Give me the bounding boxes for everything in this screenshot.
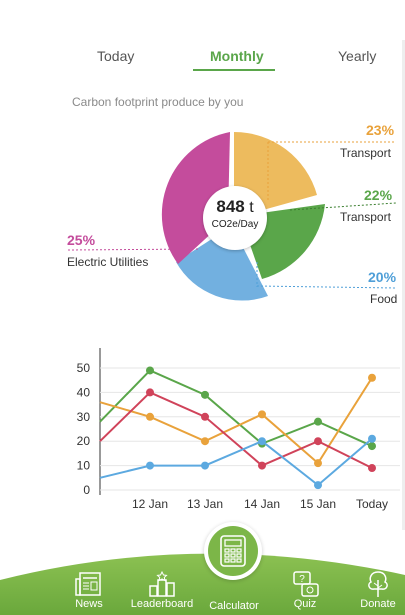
nav-label-leaderboard: Leaderboard bbox=[130, 598, 194, 610]
active-tab-indicator bbox=[193, 69, 275, 71]
data-point bbox=[146, 412, 154, 421]
leaderboard-icon bbox=[149, 570, 175, 597]
y-tick-label: 0 bbox=[83, 483, 90, 497]
label-transport-2: Transport bbox=[340, 210, 391, 224]
data-point bbox=[368, 373, 376, 382]
label-electric: Electric Utilities bbox=[67, 255, 149, 269]
data-point bbox=[368, 464, 376, 473]
y-tick-label: 10 bbox=[77, 459, 91, 473]
total-footprint-badge: 848 t CO2e/Day bbox=[203, 186, 267, 250]
callout-line-transport-2 bbox=[289, 202, 397, 211]
data-point bbox=[201, 412, 209, 421]
section-subtitle: Carbon footprint produce by you bbox=[72, 95, 244, 109]
data-point bbox=[314, 417, 322, 426]
nav-label-calculator[interactable]: Calculator bbox=[209, 600, 259, 612]
total-value: 848 bbox=[216, 197, 245, 216]
nav-leaderboard[interactable]: Leaderboard bbox=[131, 566, 193, 613]
data-point bbox=[146, 388, 154, 397]
scrollbar[interactable] bbox=[402, 40, 405, 530]
data-point bbox=[146, 461, 154, 470]
nav-news[interactable]: News bbox=[59, 566, 119, 613]
data-point bbox=[258, 410, 266, 419]
series-line-1 bbox=[99, 377, 373, 465]
data-point bbox=[146, 366, 154, 375]
x-tick-label: 12 Jan bbox=[132, 497, 168, 511]
y-tick-label: 50 bbox=[77, 361, 91, 375]
quiz-icon: ? bbox=[293, 571, 319, 597]
newspaper-icon bbox=[75, 572, 101, 596]
daily-footprint-line-chart: 0 10 20 30 40 50 12 Jan 13 Jan 14 Jan 15 Jan Today bbox=[77, 348, 400, 511]
callout-line-food bbox=[256, 285, 397, 289]
data-point bbox=[258, 461, 266, 470]
x-tick-label: 13 Jan bbox=[187, 497, 223, 511]
label-transport-1: Transport bbox=[340, 146, 391, 160]
tree-icon bbox=[368, 571, 388, 597]
x-tick-label: 15 Jan bbox=[300, 497, 336, 511]
y-tick-label: 40 bbox=[77, 385, 91, 399]
data-point bbox=[201, 390, 209, 399]
calculator-icon bbox=[220, 535, 246, 567]
pct-transport-2: 22% bbox=[364, 187, 393, 203]
data-point bbox=[314, 437, 322, 446]
nav-label-quiz: Quiz bbox=[293, 598, 317, 610]
series-line-3 bbox=[99, 438, 373, 487]
x-tick-label: 14 Jan bbox=[244, 497, 280, 511]
total-unit-inline: t bbox=[249, 199, 254, 216]
nav-donate[interactable]: Donate bbox=[348, 566, 405, 613]
pct-electric: 25% bbox=[67, 232, 96, 248]
data-point bbox=[368, 442, 376, 451]
y-tick-label: 30 bbox=[77, 410, 91, 424]
x-tick-label: Today bbox=[356, 497, 388, 511]
svg-text:?: ? bbox=[299, 574, 305, 585]
nav-label-news: News bbox=[75, 598, 103, 610]
data-point bbox=[201, 461, 209, 470]
tab-yearly[interactable]: Yearly bbox=[338, 48, 377, 64]
tab-monthly[interactable]: Monthly bbox=[210, 48, 264, 64]
nav-label-donate: Donate bbox=[360, 598, 396, 610]
label-food: Food bbox=[370, 292, 398, 306]
bottom-nav-bg bbox=[0, 553, 405, 615]
data-point bbox=[314, 481, 322, 490]
series-line-2 bbox=[99, 391, 373, 469]
data-point bbox=[368, 434, 376, 443]
period-tabs: Today Monthly Yearly bbox=[0, 38, 405, 78]
pie-slice-food bbox=[176, 226, 268, 301]
nav-quiz[interactable]: ? Quiz bbox=[275, 566, 335, 613]
data-point bbox=[258, 437, 266, 446]
tab-today[interactable]: Today bbox=[97, 48, 135, 64]
data-point bbox=[314, 459, 322, 468]
footprint-pie bbox=[67, 131, 397, 301]
total-unit: CO2e/Day bbox=[211, 219, 259, 230]
data-point bbox=[201, 437, 209, 446]
calculator-fab[interactable] bbox=[204, 522, 262, 580]
pct-transport-1: 23% bbox=[366, 122, 395, 138]
series-line-0 bbox=[99, 369, 373, 447]
pct-food: 20% bbox=[368, 269, 397, 285]
y-tick-label: 20 bbox=[77, 434, 91, 448]
